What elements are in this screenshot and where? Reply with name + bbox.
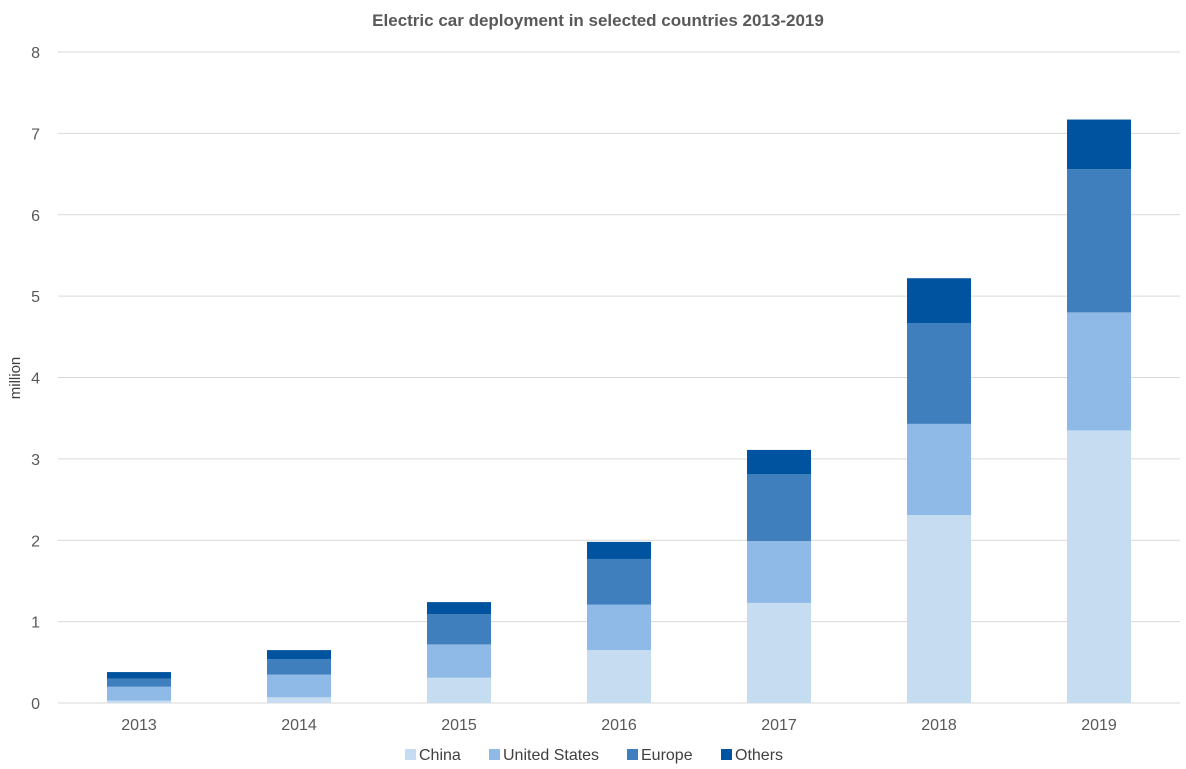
y-tick-label: 4: [31, 371, 40, 388]
bar-segment: [587, 558, 651, 605]
x-tick-label: 2016: [601, 717, 637, 734]
bar-segment: [747, 449, 811, 475]
bar-segment: [427, 644, 491, 678]
bar-segment: [107, 678, 171, 687]
y-tick-label: 5: [31, 289, 40, 306]
bar-segment: [1067, 119, 1131, 170]
legend-swatch: [489, 749, 500, 760]
bar-segment: [587, 604, 651, 651]
y-tick-label: 3: [31, 452, 40, 469]
bar-segment: [907, 423, 971, 516]
legend: China United States Europe Others: [405, 747, 783, 764]
bar-segment: [267, 674, 331, 698]
y-tick-label: 1: [31, 615, 40, 632]
legend-swatch: [721, 749, 732, 760]
bar-segment: [747, 474, 811, 542]
bar-segment: [107, 672, 171, 679]
legend-label: Others: [735, 747, 783, 764]
bar-segment: [907, 322, 971, 424]
bar-segment: [587, 541, 651, 559]
legend-swatch: [405, 749, 416, 760]
x-tick-label: 2019: [1081, 717, 1117, 734]
legend-label: Europe: [641, 747, 693, 764]
bar-segment: [907, 515, 971, 703]
bar-segment: [107, 700, 171, 703]
y-tick-label: 2: [31, 533, 40, 550]
x-tick-label: 2013: [121, 717, 157, 734]
bar-segment: [1067, 169, 1131, 313]
gridlines: [58, 51, 1180, 704]
y-tick-label: 0: [31, 696, 40, 713]
x-tick-label: 2017: [761, 717, 797, 734]
bar-segment: [267, 697, 331, 703]
y-tick-label: 8: [31, 45, 40, 62]
bar-segment: [1067, 312, 1131, 431]
bar-segment: [267, 659, 331, 675]
bar-segment: [747, 602, 811, 703]
bar-segment: [267, 650, 331, 660]
x-axis-ticks: 2013 2014 2015 2016 2017 2018 2019: [121, 717, 1117, 734]
y-axis-ticks: 0 1 2 3 4 5 6 7 8: [31, 45, 40, 713]
bar-segment: [107, 686, 171, 701]
bar-segment: [587, 650, 651, 703]
bar-segment: [747, 541, 811, 603]
legend-label: United States: [503, 747, 599, 764]
bar-segment: [427, 677, 491, 703]
bar-segment: [427, 614, 491, 645]
chart-title: Electric car deployment in selected coun…: [372, 11, 824, 30]
x-tick-label: 2015: [441, 717, 477, 734]
legend-label: China: [419, 747, 461, 764]
y-axis-label: million: [7, 357, 24, 400]
x-tick-label: 2014: [281, 717, 317, 734]
bar-segment: [427, 602, 491, 615]
y-tick-label: 6: [31, 208, 40, 225]
bars: [107, 119, 1131, 703]
bar-segment: [1067, 430, 1131, 703]
legend-swatch: [627, 749, 638, 760]
y-tick-label: 7: [31, 126, 40, 143]
bar-segment: [907, 278, 971, 323]
x-tick-label: 2018: [921, 717, 957, 734]
